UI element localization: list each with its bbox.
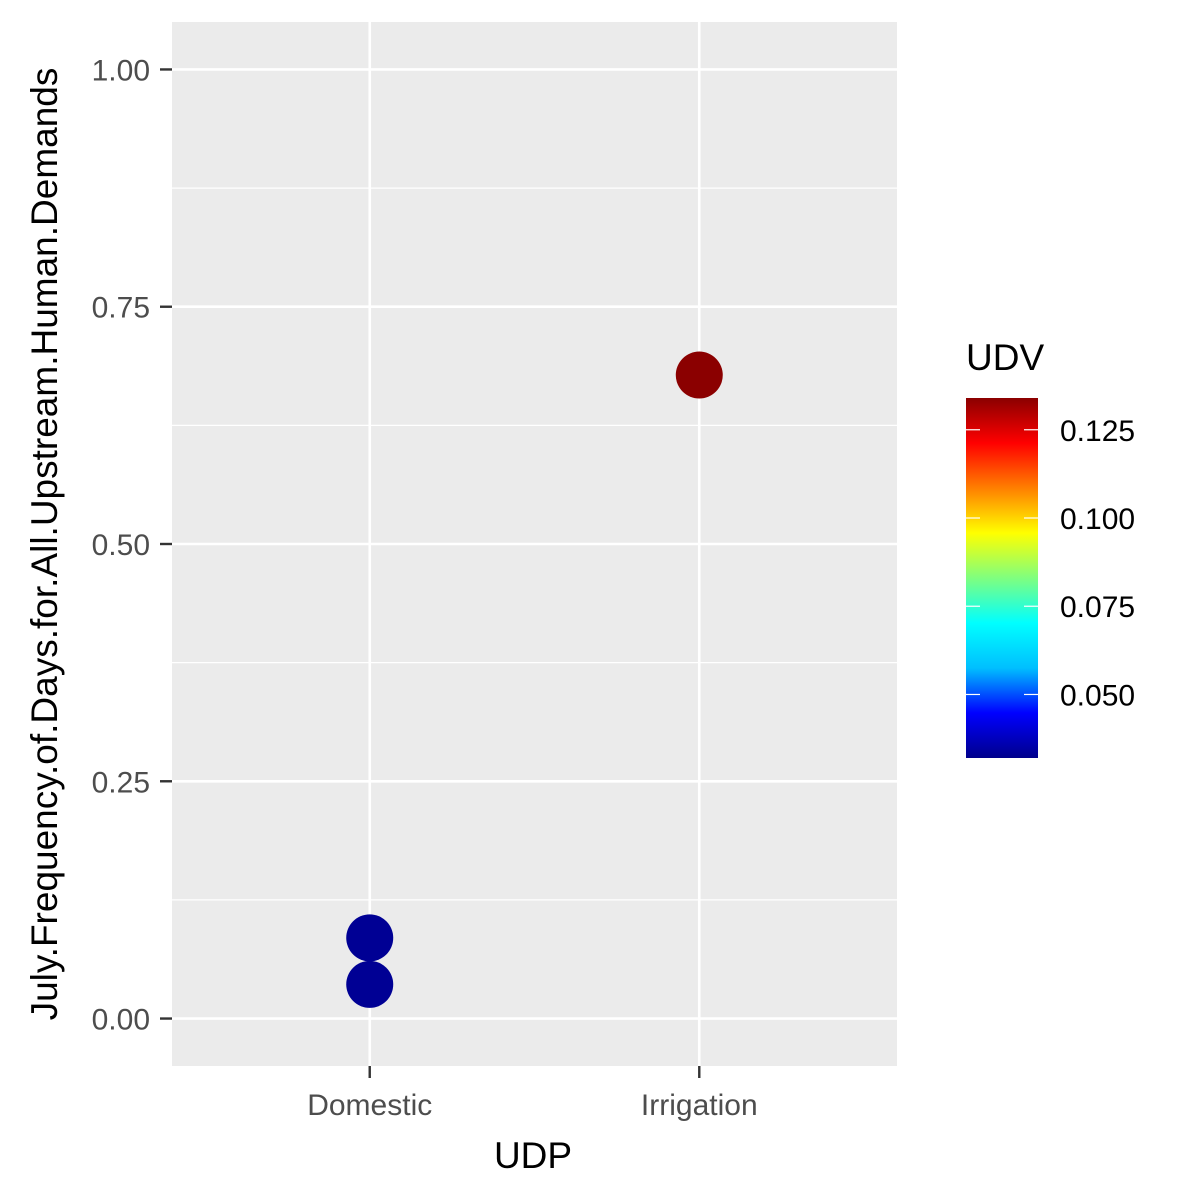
data-point	[675, 351, 723, 399]
y-tick-label: 0.75	[92, 292, 150, 325]
legend-tick-label: 0.050	[1060, 679, 1135, 712]
x-axis-title: UDP	[494, 1135, 572, 1176]
y-axis: 0.00 0.25 0.50 0.75 1.00	[92, 54, 172, 1037]
y-tick-label: 0.50	[92, 529, 150, 562]
x-tick-label: Irrigation	[641, 1089, 758, 1122]
data-point	[346, 960, 394, 1008]
data-point	[346, 914, 394, 962]
legend-tick-label: 0.100	[1060, 503, 1135, 536]
legend-title: UDV	[966, 337, 1044, 378]
x-tick-label: Domestic	[307, 1089, 432, 1122]
legend-tick-label: 0.125	[1060, 415, 1135, 448]
legend: UDV 0.050 0.075 0.100 0.125	[966, 337, 1135, 758]
legend-tick-label: 0.075	[1060, 591, 1135, 624]
legend-colorbar	[966, 398, 1038, 758]
grid-lines	[172, 22, 897, 1066]
data-points	[346, 351, 723, 1008]
y-tick-label: 0.25	[92, 766, 150, 799]
y-tick-label: 1.00	[92, 54, 150, 87]
y-tick-label: 0.00	[92, 1004, 150, 1037]
x-axis: Domestic Irrigation	[307, 1066, 758, 1122]
y-axis-title: July.Frequency.of.Days.for.All.Upstream.…	[24, 68, 65, 1021]
